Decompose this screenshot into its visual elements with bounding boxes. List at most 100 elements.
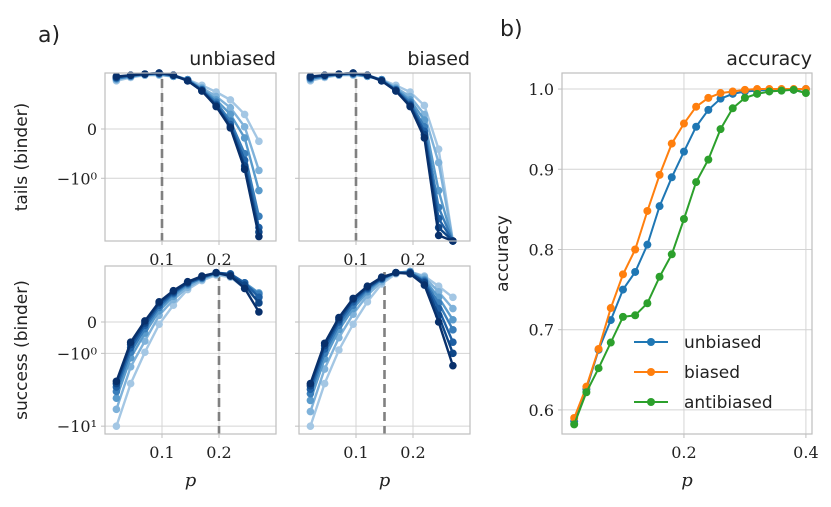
- data-point-b-antibiased-11: [704, 155, 713, 164]
- data-point-b-antibiased-16: [765, 87, 774, 96]
- data-point-a1-6-2: [141, 70, 149, 78]
- data-point-a2-6-8: [420, 134, 429, 142]
- data-point-a4-6-1: [320, 339, 329, 348]
- data-point-b-unbiased-11: [704, 105, 713, 114]
- data-point-a4-0-3: [349, 320, 357, 329]
- data-point-a3-6-2: [141, 317, 149, 325]
- ytick-label-b-4: 1.0: [529, 80, 554, 99]
- axes-frame-b: [561, 72, 813, 435]
- xtick-label-a3-0: 0.1: [149, 443, 174, 462]
- data-point-b-antibiased-1: [582, 388, 591, 397]
- data-point-a4-5-10: [449, 349, 457, 358]
- data-point-a1-6-5: [183, 77, 192, 85]
- ytick-label-b-0: 0.6: [529, 401, 554, 420]
- data-point-a3-1-2: [141, 337, 149, 345]
- data-point-a4-6-8: [420, 281, 429, 289]
- data-point-b-unbiased-9: [679, 147, 688, 156]
- ytick-label-a3-0: 0: [87, 313, 97, 332]
- xtick-label-b-1: 0.4: [793, 443, 818, 462]
- legend-label-biased: biased: [684, 363, 740, 383]
- data-point-a4-4-10: [449, 338, 457, 346]
- data-point-a2-6-6: [392, 87, 400, 95]
- data-point-a3-0-0: [112, 422, 121, 430]
- data-point-b-unbiased-12: [716, 94, 725, 103]
- panel-b-label: b): [500, 17, 523, 42]
- data-point-b-antibiased-6: [643, 299, 652, 308]
- axes-frame-a3: [104, 265, 277, 435]
- data-point-a1-6-10: [255, 232, 263, 241]
- data-point-a2-1-9: [434, 158, 443, 167]
- data-point-b-unbiased-4: [618, 285, 627, 294]
- data-point-b-biased-7: [655, 170, 664, 179]
- data-point-b-antibiased-19: [801, 89, 810, 98]
- data-point-a3-6-8: [226, 272, 235, 280]
- xtick-label-b-0: 0.2: [671, 443, 696, 462]
- data-point-a4-6-0: [306, 379, 315, 388]
- data-point-a2-6-5: [377, 77, 386, 85]
- data-point-b-biased-11: [704, 93, 713, 102]
- series-group-a3: [112, 268, 263, 430]
- axes-title-a2: biased: [407, 48, 470, 70]
- data-point-a3-6-1: [126, 338, 135, 346]
- xtick-label-a4-1: 0.2: [400, 443, 425, 462]
- data-point-a4-0-1: [320, 379, 329, 388]
- yaxis-label-b: accuracy: [493, 215, 513, 292]
- data-point-b-biased-9: [679, 119, 688, 128]
- data-point-a3-0-3: [155, 320, 163, 329]
- data-point-a3-1-0: [112, 405, 121, 414]
- xtick-label-a1-0: 0.1: [149, 250, 174, 269]
- data-point-a4-6-9: [434, 318, 443, 326]
- data-point-a4-6-10: [449, 361, 457, 370]
- data-point-a3-6-5: [183, 277, 192, 286]
- data-point-a3-0-1: [126, 379, 135, 388]
- data-point-b-unbiased-8: [667, 173, 676, 182]
- series-group-a4: [306, 267, 457, 430]
- legend-marker-antibiased: [647, 398, 655, 406]
- panel-a-label: a): [38, 23, 60, 48]
- data-point-a4-1-10: [449, 304, 457, 313]
- data-point-a3-5-10: [255, 299, 263, 307]
- data-point-b-antibiased-17: [777, 86, 786, 95]
- data-point-b-antibiased-14: [740, 93, 749, 102]
- data-point-a4-2-0: [306, 396, 315, 405]
- data-point-a4-0-2: [335, 346, 343, 354]
- xtick-label-a2-0: 0.1: [343, 250, 368, 269]
- data-point-b-biased-14: [740, 85, 749, 94]
- series-line-a1-6: [116, 71, 261, 237]
- xaxis-label-b: p: [681, 470, 693, 491]
- data-point-a1-0-9: [240, 110, 249, 119]
- data-point-b-biased-6: [643, 206, 652, 215]
- data-point-a4-6-5: [377, 273, 386, 282]
- legend-marker-biased: [647, 368, 655, 376]
- ytick-label-b-1: 0.7: [529, 321, 554, 340]
- data-point-a4-0-0: [306, 422, 315, 430]
- data-point-a2-6-2: [335, 70, 343, 78]
- data-point-a1-6-9: [240, 165, 249, 174]
- legend-label-unbiased: unbiased: [684, 333, 762, 353]
- data-point-a1-6-6: [198, 87, 206, 95]
- data-point-b-antibiased-12: [716, 125, 725, 134]
- data-point-b-unbiased-6: [643, 240, 652, 249]
- data-point-b-antibiased-10: [692, 178, 701, 187]
- data-point-b-biased-2: [594, 344, 603, 353]
- data-point-b-biased-5: [631, 245, 640, 254]
- data-point-a4-0-4: [363, 298, 372, 306]
- data-point-a1-1-8: [226, 103, 235, 112]
- data-point-b-antibiased-13: [728, 104, 737, 113]
- ytick-label-a1-1: −10⁰: [57, 169, 97, 188]
- series-group-b: [570, 85, 810, 429]
- data-point-a3-6-9: [240, 284, 249, 293]
- series-line-a1-0: [116, 73, 260, 142]
- data-point-a1-2-9: [240, 134, 249, 142]
- data-point-b-biased-12: [716, 89, 725, 98]
- data-point-a4-2-10: [449, 315, 457, 324]
- ytick-label-a3-2: −10¹: [57, 417, 97, 436]
- axes-title-b: accuracy: [726, 48, 812, 70]
- data-point-b-antibiased-7: [655, 272, 664, 281]
- data-point-b-biased-4: [618, 270, 627, 279]
- data-point-b-antibiased-18: [789, 85, 798, 94]
- data-point-b-unbiased-5: [631, 267, 640, 276]
- series-line-a1-2: [116, 72, 261, 191]
- ytick-label-b-3: 0.9: [529, 160, 554, 179]
